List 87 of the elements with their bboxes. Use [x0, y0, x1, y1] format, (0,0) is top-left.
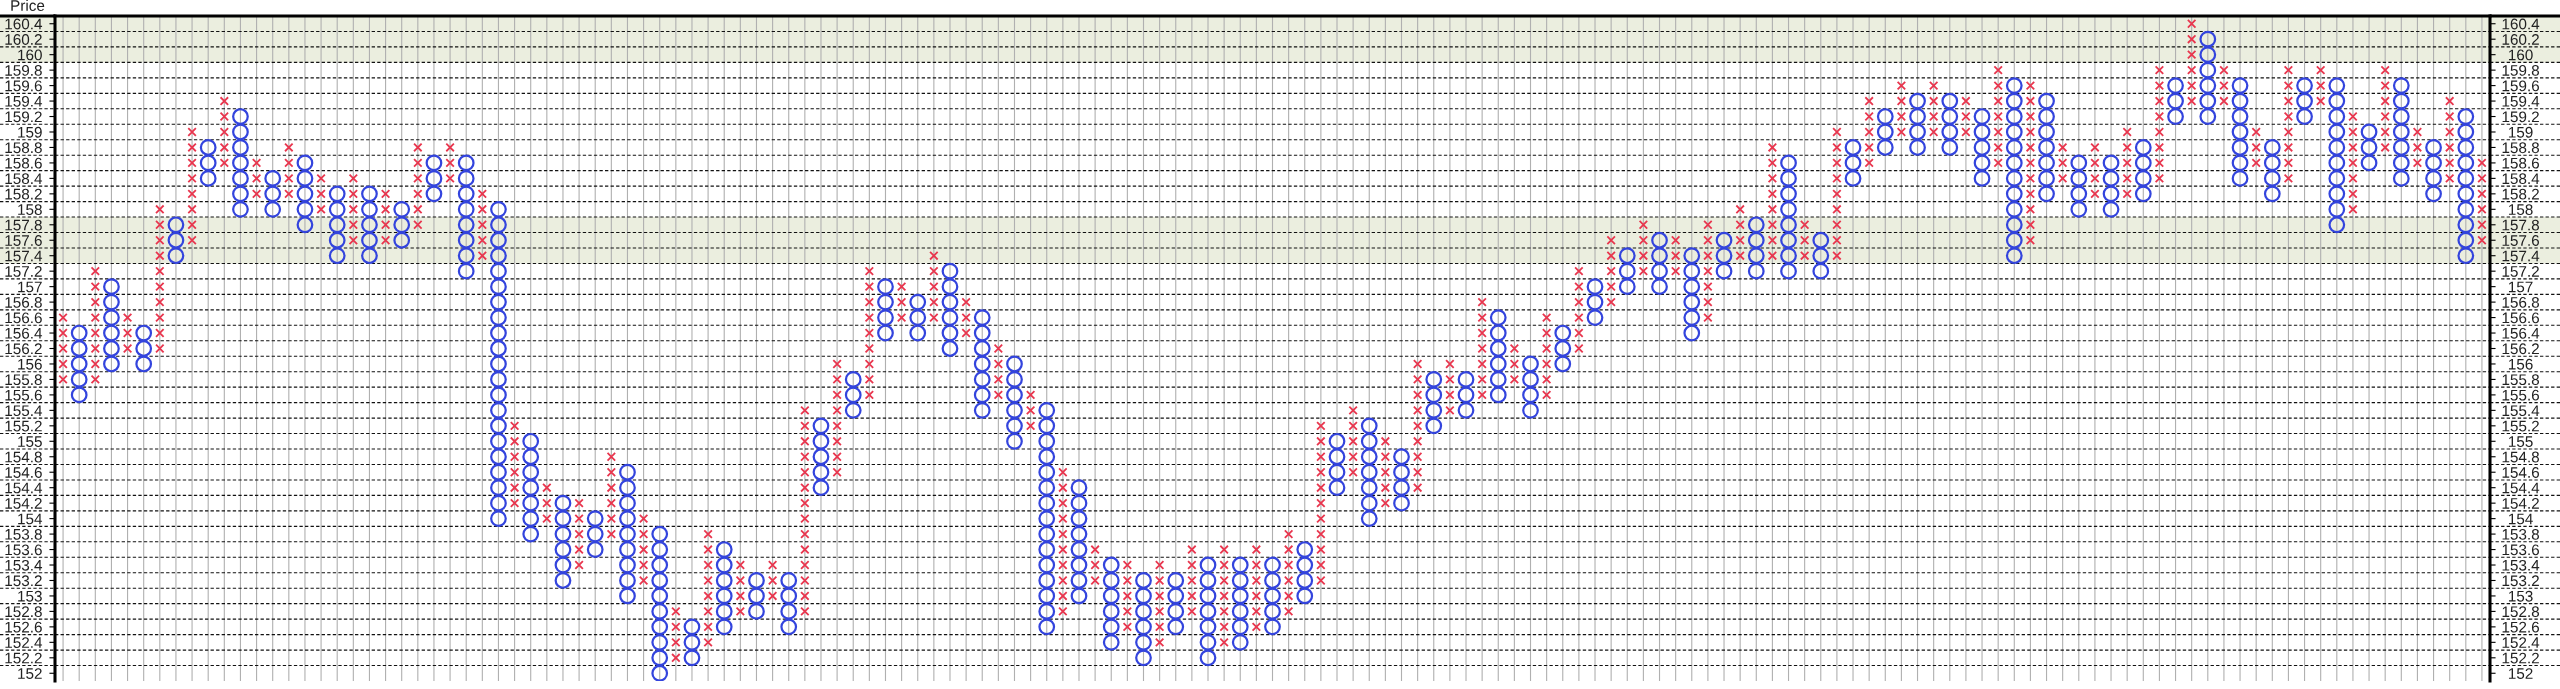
y-tick-label: 159.2: [5, 111, 42, 123]
y2-tick-label: 157.2: [2502, 266, 2539, 277]
y2-tick-label: 157.4: [2502, 250, 2540, 262]
y-tick-label: 153.8: [5, 528, 42, 540]
y2-tick-label: 158.8: [2502, 142, 2540, 154]
y-tick-label: 158.6: [5, 157, 42, 169]
y-tick-label: 152: [18, 668, 42, 679]
y2-tick-label: 158.2: [2502, 188, 2539, 200]
y-tick-label: 158.8: [5, 142, 42, 154]
y2-tick-label: 156: [2508, 358, 2533, 370]
y-tick-label: 153.2: [5, 575, 42, 587]
y2-tick-label: 154.8: [2502, 451, 2540, 463]
y2-tick-label: 155.6: [2502, 389, 2539, 401]
y2-tick-label: 157.8: [2502, 219, 2540, 231]
y-tick-label: 154.6: [5, 467, 42, 478]
y2-tick-label: 152.6: [2502, 621, 2539, 633]
y-tick-label: 159: [18, 126, 42, 138]
y-tick-label: 155.2: [5, 420, 42, 432]
y-tick-label: 159.8: [5, 65, 42, 76]
y-tick-label: 157.8: [5, 219, 42, 231]
y-tick-label: 152.8: [5, 606, 42, 618]
y2-tick-label: 153.2: [2502, 575, 2539, 587]
y-tick-label: 158.4: [5, 173, 43, 185]
y2-tick-label: 155.2: [2502, 420, 2539, 432]
y2-tick-label: 156.2: [2502, 343, 2539, 355]
y2-tick-label: 154.4: [2502, 482, 2540, 494]
y-tick-label: 156.6: [5, 312, 42, 324]
y2-tick-label: 159.2: [2502, 111, 2539, 123]
y2-tick-label: 155.8: [2502, 374, 2540, 386]
y2-tick-label: 160: [2508, 49, 2533, 61]
y2-tick-label: 157: [2508, 281, 2533, 293]
y2-tick-label: 157.6: [2502, 235, 2539, 246]
y2-tick-label: 158.6: [2502, 157, 2539, 169]
y-axis-title: Price: [11, 0, 45, 11]
y2-tick-label: 153.6: [2502, 544, 2539, 556]
y-tick-label: 159.4: [5, 95, 43, 107]
y-tick-label: 153.4: [5, 559, 43, 571]
y2-tick-label: 156.6: [2502, 312, 2539, 324]
y2-tick-label: 159: [2508, 126, 2533, 138]
y-tick-label: 160.2: [5, 34, 42, 45]
y2-tick-label: 158: [2508, 204, 2533, 215]
y-tick-label: 157: [18, 281, 42, 293]
y-tick-label: 154: [18, 513, 43, 525]
y2-tick-label: 154.6: [2502, 467, 2539, 478]
y2-tick-label: 159.4: [2502, 95, 2540, 107]
y-tick-label: 155.6: [5, 389, 42, 401]
y2-tick-label: 153.8: [2502, 528, 2540, 540]
y-tick-label: 154.2: [5, 498, 42, 509]
y-tick-label: 160.4: [5, 18, 43, 30]
y2-tick-label: 158.4: [2502, 173, 2540, 185]
y2-tick-label: 155.4: [2502, 405, 2540, 417]
y-tick-label: 155: [18, 436, 42, 447]
y2-tick-label: 156.4: [2502, 327, 2540, 339]
y2-tick-label: 153: [2508, 590, 2533, 602]
y-tick-label: 158: [18, 204, 42, 215]
y2-tick-label: 152: [2508, 668, 2533, 679]
y-tick-label: 156.4: [5, 327, 43, 339]
y-tick-label: 156: [18, 358, 42, 370]
y-tick-label: 159.6: [5, 80, 42, 92]
y2-tick-label: 159.8: [2502, 65, 2540, 76]
y-tick-label: 156.2: [5, 343, 42, 355]
y-tick-label: 153: [18, 590, 42, 602]
y-tick-label: 157.4: [5, 250, 43, 262]
y2-tick-label: 159.6: [2502, 80, 2539, 92]
y2-tick-label: 152.2: [2502, 652, 2539, 664]
y-tick-label: 155.4: [5, 405, 43, 417]
y-tick-label: 158.2: [5, 188, 42, 200]
y2-tick-label: 152.4: [2502, 637, 2540, 649]
y-tick-label: 154.4: [5, 482, 43, 494]
y-tick-label: 152.4: [5, 637, 43, 649]
y2-tick-label: 154.2: [2502, 498, 2539, 509]
y-tick-label: 154.8: [5, 451, 42, 463]
y-tick-label: 160: [18, 49, 42, 61]
y-tick-label: 157.6: [5, 235, 42, 246]
y2-tick-label: 153.4: [2502, 559, 2540, 571]
y2-tick-label: 156.8: [2502, 296, 2540, 308]
y2-tick-label: 160.2: [2502, 34, 2539, 45]
y2-tick-label: 154: [2508, 513, 2533, 525]
y-tick-label: 152.2: [5, 652, 42, 664]
y2-tick-label: 160.4: [2502, 18, 2540, 30]
y2-tick-label: 152.8: [2502, 606, 2540, 618]
y-tick-label: 152.6: [5, 621, 42, 633]
y-tick-label: 156.8: [5, 296, 42, 308]
y-tick-label: 155.8: [5, 374, 42, 386]
y-tick-label: 157.2: [5, 266, 42, 277]
y2-tick-label: 155: [2508, 436, 2533, 447]
y-tick-label: 153.6: [5, 544, 42, 556]
